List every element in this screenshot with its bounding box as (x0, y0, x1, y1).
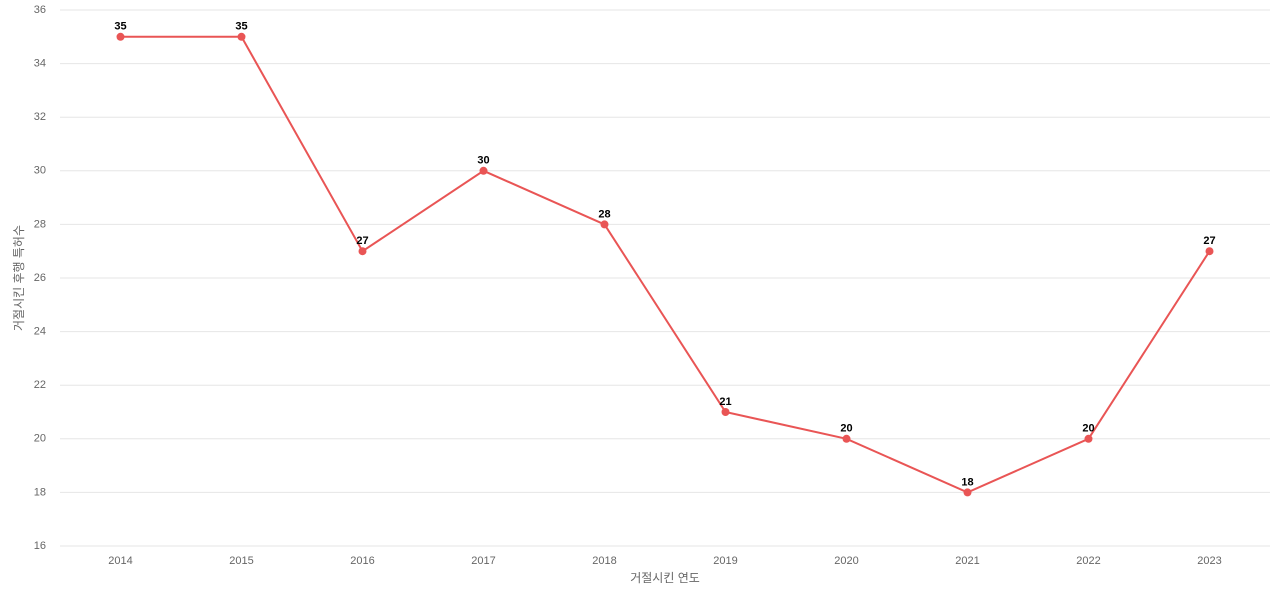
y-tick-label: 22 (34, 379, 46, 391)
point (479, 166, 488, 175)
x-tick-label: 2017 (471, 555, 495, 567)
y-tick-label: 20 (34, 433, 46, 445)
data-label: 20 (840, 423, 852, 435)
x-tick-label: 2019 (713, 555, 737, 567)
x-axis-title: 거절시킨 연도 (630, 571, 700, 585)
point (1084, 434, 1093, 443)
data-label: 18 (961, 476, 973, 488)
point (600, 220, 609, 229)
y-tick-label: 26 (34, 272, 46, 284)
x-tick-label: 2023 (1197, 555, 1221, 567)
data-label: 35 (114, 21, 126, 33)
y-tick-label: 28 (34, 218, 46, 230)
line (120, 35, 1211, 494)
y-axis-title: 거절시킨 후행 특허수 (11, 225, 26, 331)
x-tick-label: 2014 (108, 555, 132, 567)
point (358, 247, 367, 256)
y-tick-label: 30 (34, 165, 46, 177)
point (116, 32, 125, 41)
y-tick-label: 34 (34, 58, 46, 70)
data-label: 30 (477, 155, 489, 167)
y-tick-label: 24 (34, 326, 46, 338)
point (237, 32, 246, 41)
x-tick-label: 2016 (350, 555, 374, 567)
x-tick-label: 2021 (955, 555, 979, 567)
data-label: 20 (1082, 423, 1094, 435)
y-tick-label: 18 (34, 486, 46, 498)
point (963, 488, 972, 497)
data-label: 35 (235, 21, 247, 33)
y-tick-label: 32 (34, 111, 46, 123)
x-tick-label: 2020 (834, 555, 858, 567)
point (1205, 247, 1214, 256)
data-label: 27 (356, 235, 368, 247)
y-tick-label: 36 (34, 4, 46, 16)
x-tick-label: 2018 (592, 555, 616, 567)
data-label: 27 (1203, 235, 1215, 247)
data-label: 28 (598, 208, 610, 220)
point (842, 434, 851, 443)
data-label: 21 (719, 396, 731, 408)
x-tick-label: 2015 (229, 555, 253, 567)
y-tick-label: 16 (34, 540, 46, 552)
point (721, 408, 730, 416)
x-tick-label: 2022 (1076, 555, 1100, 567)
